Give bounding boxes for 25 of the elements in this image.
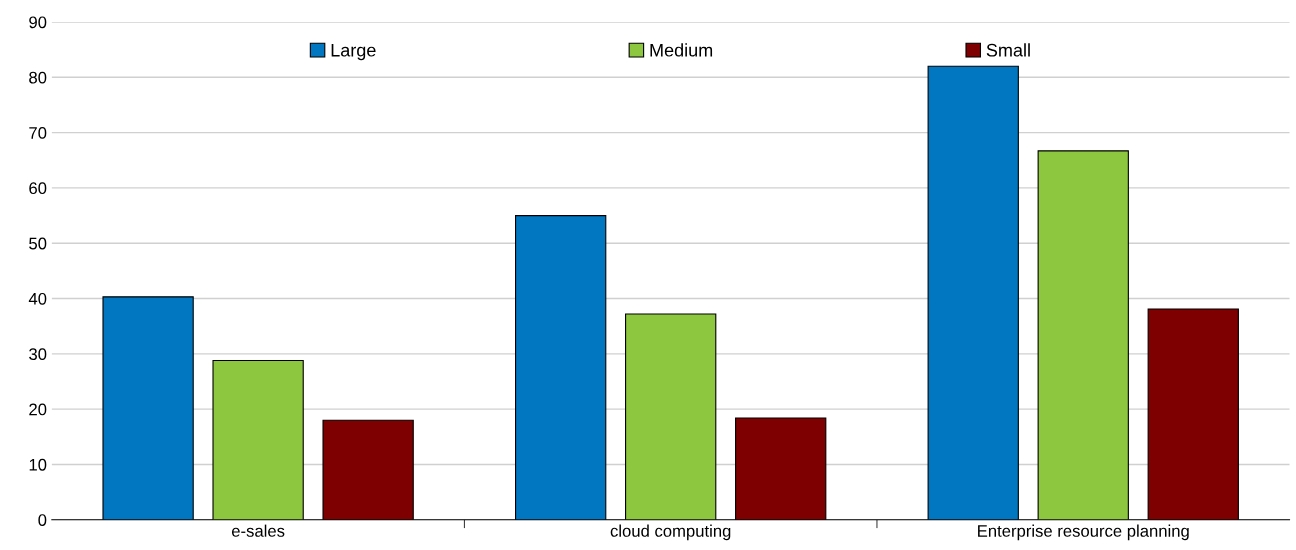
x-tick-label: e-sales [231,524,285,537]
bar [322,419,414,520]
bar [212,359,304,520]
legend-label: Small [986,43,1030,57]
y-tick-label: 70 [29,127,47,139]
y-tick-label: 90 [29,16,47,29]
bar [1037,150,1129,520]
bar [515,215,607,520]
bar [625,313,717,520]
bar [1147,308,1239,520]
bar [102,296,194,520]
legend-label: Large [331,43,376,61]
y-tick-label: 10 [29,458,47,471]
y-tick-label: 20 [29,403,47,416]
y-tick-label: 30 [29,348,47,361]
y-tick-label: 40 [28,292,47,305]
y-tick-label: 80 [29,71,47,84]
bar [735,417,827,520]
y-tick-label: 0 [38,514,47,526]
x-tick-label: Enterprise resource planning [978,524,1189,541]
x-tick-label: cloud computing [610,524,731,541]
y-tick-label: 50 [29,237,47,250]
bar [927,65,1019,520]
legend-label: Medium [650,43,713,57]
y-tick-label: 60 [29,182,47,195]
